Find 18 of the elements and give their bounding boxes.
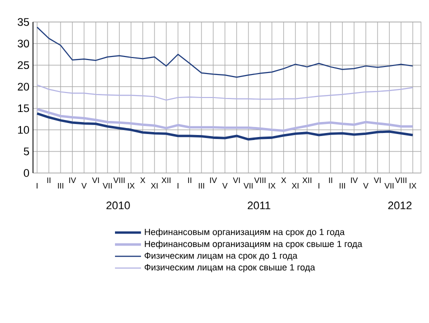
- y-tick-label: 35: [18, 18, 30, 26]
- text: 2012: [388, 202, 412, 210]
- y-tick-label: 25: [18, 61, 30, 70]
- text: 2010: [106, 202, 130, 210]
- legend-label: Физическим лицам на срок свыше 1 года: [144, 264, 316, 272]
- line-series: [36, 26, 414, 78]
- legend-label: Физическим лицам на срок до 1 года: [144, 252, 298, 261]
- y-tick-label: 0: [24, 169, 30, 177]
- legend-label: Нефинансовым организациям на срок свыше 1 года: [144, 240, 362, 249]
- line-series: [36, 112, 414, 141]
- line-series: [36, 84, 414, 101]
- y-tick-label: 30: [18, 40, 30, 48]
- y-tick-label: 15: [18, 104, 30, 112]
- y-tick-label: 20: [18, 82, 30, 91]
- y-tick-label: 10: [18, 126, 30, 134]
- y-tick-label: 5: [24, 148, 30, 156]
- text: 2011: [248, 202, 270, 210]
- legend-label: Нефинансовым организациям на срок до 1 года: [144, 228, 345, 237]
